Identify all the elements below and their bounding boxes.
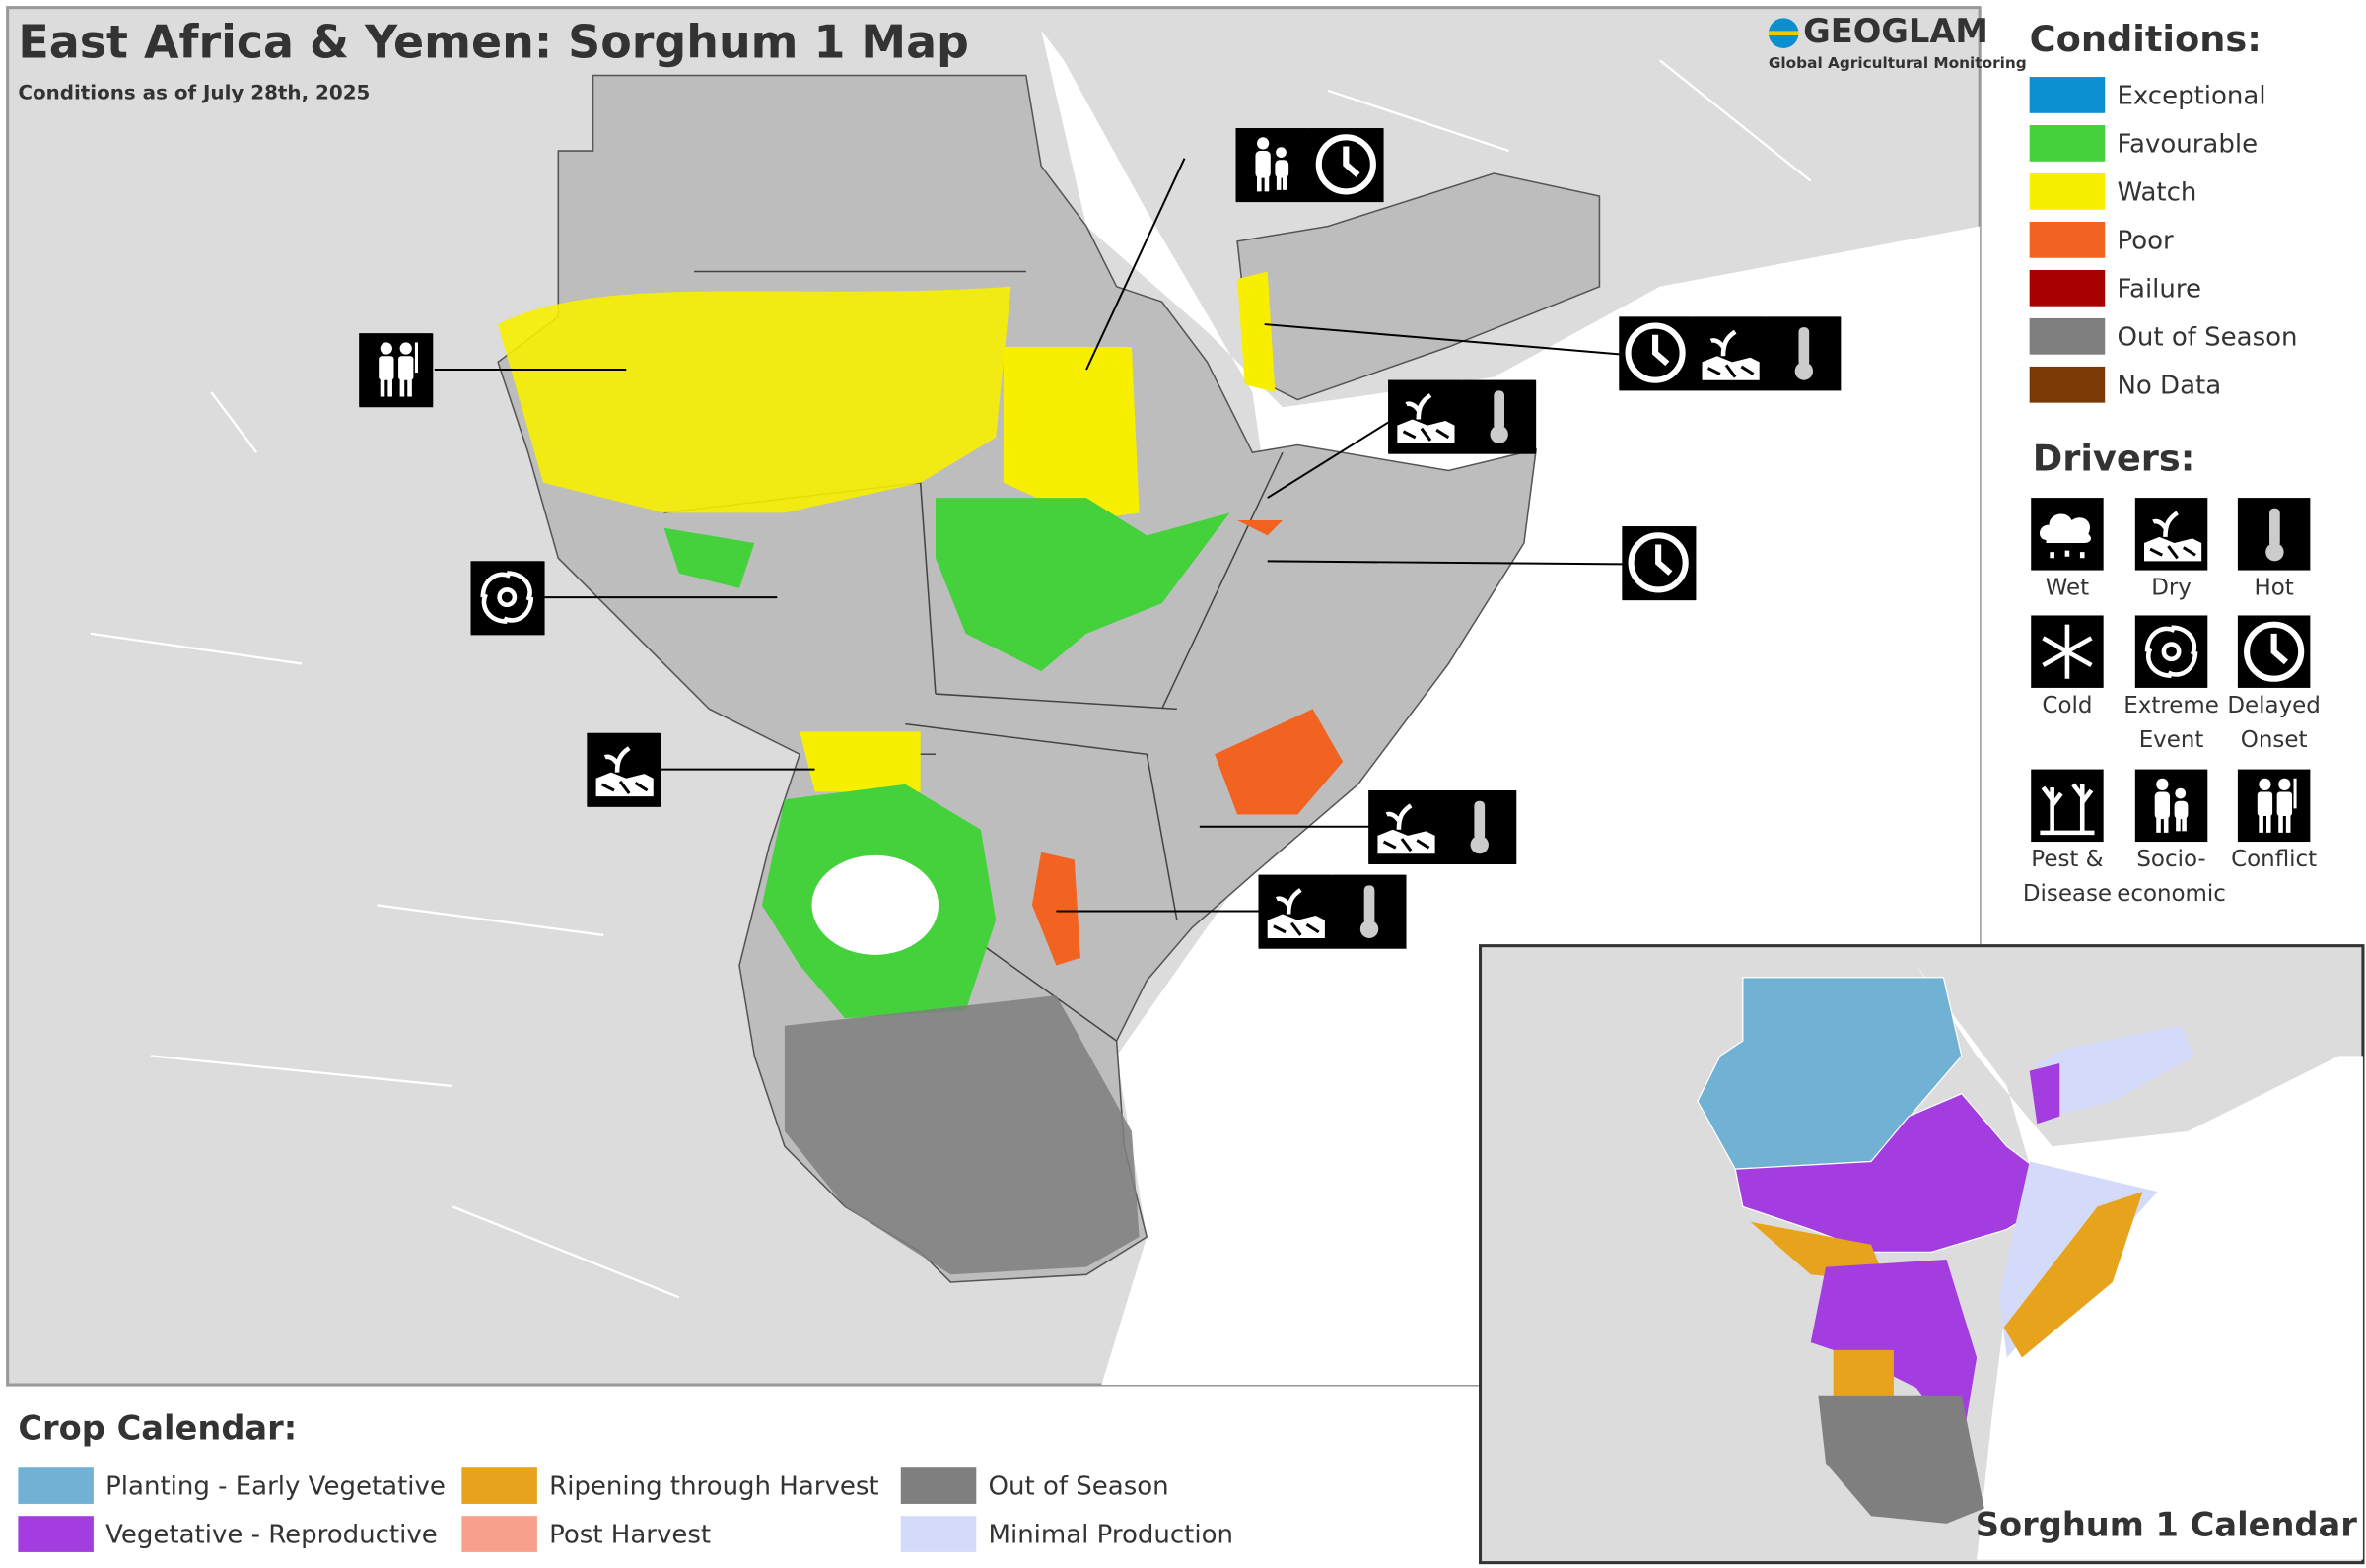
driver-callouts [434, 158, 1623, 913]
legend-label: Watch [2117, 177, 2196, 207]
calendar-label: Planting - Early Vegetative [105, 1472, 446, 1502]
legend-swatch [2029, 173, 2106, 210]
conditions-title: Conditions: [2030, 18, 2262, 60]
driver-label: Wet [2046, 575, 2089, 600]
map-title: East Africa & Yemen: Sorghum 1 Map [18, 15, 969, 68]
legend-label: Poor [2117, 226, 2174, 255]
icon-box [359, 333, 432, 406]
icon-box [2237, 769, 2311, 843]
crop-calendar-legend: Planting - Early Vegetative Vegetative - … [18, 1467, 1233, 1552]
logo: GEOGLAM [1803, 12, 1988, 50]
inset-map: Sorghum 1 Calendar [1479, 944, 2365, 1565]
legend-swatch [2029, 366, 2106, 403]
calendar-swatch [18, 1516, 94, 1552]
driver-label: Disease [2023, 881, 2112, 907]
calendar-label: Ripening through Harvest [549, 1472, 878, 1502]
map-subtitle: Conditions as of July 28th, 2025 [18, 81, 370, 103]
crop-calendar-title: Crop Calendar: [18, 1408, 297, 1447]
icon-box [1235, 128, 1309, 201]
driver-label: Extreme [2123, 693, 2219, 718]
icon-box [2134, 769, 2208, 843]
calendar-swatch [900, 1516, 977, 1552]
driver-label: Cold [2042, 693, 2092, 718]
driver-label: Dry [2151, 575, 2192, 600]
legend-swatch [2029, 125, 2106, 162]
calendar-label: Vegetative - Reproductive [105, 1521, 438, 1550]
inset-title: Sorghum 1 Calendar [1976, 1505, 2357, 1543]
calendar-label: Post Harvest [549, 1521, 711, 1550]
driver-label: Hot [2254, 575, 2293, 600]
calendar-label: Out of Season [989, 1472, 1169, 1502]
driver-label: Delayed [2227, 693, 2320, 718]
calendar-swatch [900, 1467, 977, 1504]
legend-swatch [2029, 269, 2106, 307]
driver-label: Onset [2241, 727, 2308, 753]
driver-label: Conflict [2231, 847, 2317, 872]
legend-label: Exceptional [2117, 81, 2265, 110]
driver-callout-icons [359, 128, 1842, 949]
driver-label: Socio- [2136, 847, 2205, 872]
legend-swatch [2029, 77, 2106, 113]
legend-swatch [2029, 221, 2106, 258]
legend-label: Out of Season [2117, 322, 2297, 352]
legend-label: Favourable [2117, 129, 2258, 159]
drivers-legend: Wet Dry Hot Cold Extreme Event Delayed Onset Pes… [2023, 498, 2321, 907]
legend-label: Failure [2117, 274, 2201, 304]
legend-swatch [2029, 317, 2106, 355]
calendar-swatch [461, 1467, 537, 1504]
driver-label: economic [2117, 881, 2226, 907]
driver-label: Pest & [2031, 847, 2103, 872]
conditions-legend: Exceptional Favourable Watch Poor Failure Out… [2029, 77, 2298, 403]
drivers-title: Drivers: [2033, 437, 2195, 479]
logo-subtitle: Global Agricultural Monitoring [1769, 54, 2027, 72]
calendar-swatch [461, 1516, 537, 1552]
driver-label: Event [2139, 727, 2204, 753]
icon-box [2031, 769, 2104, 843]
calendar-label: Minimal Production [989, 1521, 1233, 1550]
calendar-swatch [18, 1467, 94, 1504]
legend-label: No Data [2117, 371, 2221, 400]
